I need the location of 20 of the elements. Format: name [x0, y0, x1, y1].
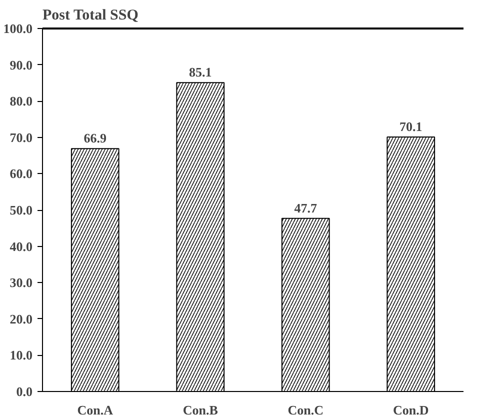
data-label: 85.1	[189, 64, 212, 80]
x-tick-label: Con.D	[392, 402, 429, 418]
y-tick-label: 70.0	[10, 130, 32, 145]
x-tick-label: Con.C	[288, 402, 324, 418]
data-label: 70.1	[400, 119, 422, 134]
x-tick-label: Con.B	[182, 402, 218, 418]
y-tick-label: 60.0	[10, 166, 32, 182]
y-tick-label: 30.0	[10, 275, 32, 290]
chart-title: Post Total SSQ	[42, 8, 139, 24]
y-tick-label: 50.0	[10, 202, 32, 218]
y-tick-label: 100.0	[3, 21, 32, 36]
x-tick-label: Con.A	[77, 402, 114, 418]
y-tick-label: 40.0	[10, 238, 32, 254]
y-tick-label: 20.0	[10, 311, 32, 326]
data-label: 66.9	[84, 130, 107, 146]
data-label: 47.7	[294, 200, 318, 216]
y-tick-label: 10.0	[10, 348, 32, 363]
y-tick-label: 90.0	[10, 57, 32, 72]
y-tick-label: 80.0	[10, 94, 32, 109]
y-tick-label: 0.0	[16, 384, 32, 399]
